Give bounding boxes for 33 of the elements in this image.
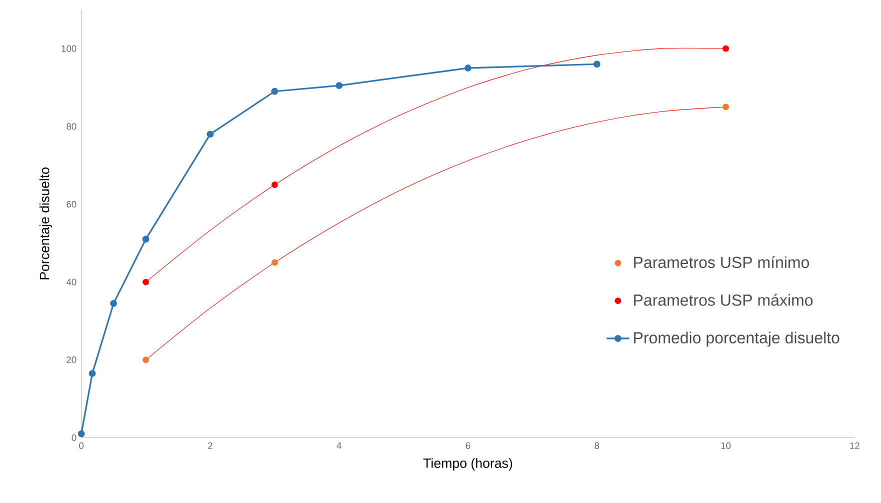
point: [464, 64, 472, 72]
point: [110, 300, 118, 307]
x-tick-label: 10: [721, 442, 731, 449]
x-tick-label: 12: [850, 442, 860, 449]
y-tick-label: 80: [66, 123, 76, 130]
y-axis-title: Porcentaje disuelto: [39, 168, 52, 280]
point: [78, 430, 85, 438]
y-tick-label: 100: [62, 45, 76, 52]
point: [88, 370, 96, 377]
x-axis-title: Tiempo (horas): [423, 458, 512, 471]
legend-label: Parametros USP mínimo: [634, 256, 810, 268]
point: [593, 60, 600, 68]
point: [271, 259, 278, 266]
point: [206, 130, 214, 138]
x-tick-label: 4: [336, 442, 342, 449]
point: [142, 278, 149, 286]
point: [142, 236, 150, 243]
point: [722, 45, 729, 52]
y-tick-label: 20: [66, 356, 76, 364]
x-tick-label: 8: [594, 442, 600, 449]
point: [722, 104, 729, 110]
point: [336, 82, 343, 89]
x-tick-label: 2: [208, 442, 212, 449]
legend-label: Promedio porcentaje disuelto: [634, 332, 840, 347]
point: [271, 182, 278, 188]
y-tick-label: 60: [66, 200, 76, 208]
x-tick-label: 0: [79, 442, 84, 449]
point: [142, 356, 149, 364]
y-tick-label: 40: [66, 278, 76, 286]
legend-label: Parametros USP máximo: [634, 294, 813, 306]
y-tick-label: 0: [72, 434, 76, 441]
point: [271, 88, 278, 95]
x-tick-label: 6: [466, 442, 470, 449]
